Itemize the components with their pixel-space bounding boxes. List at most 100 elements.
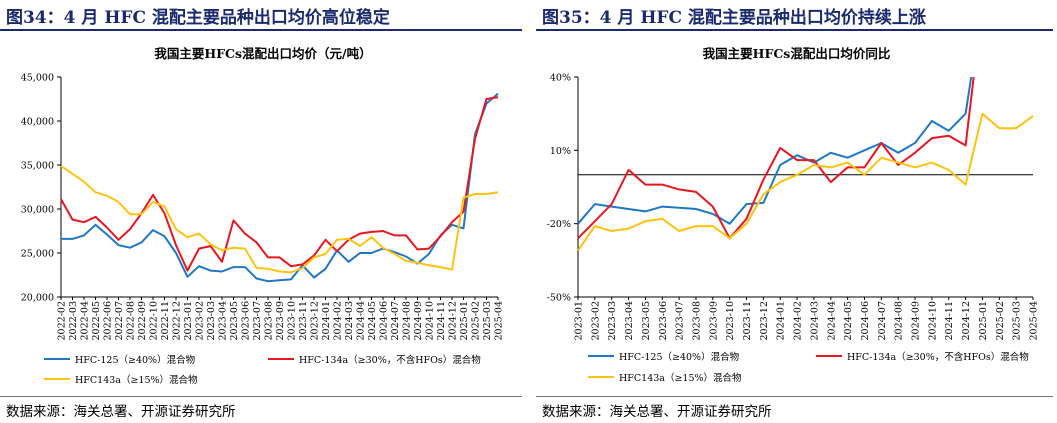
x-tick-label: 2024-03 xyxy=(344,301,355,340)
x-tick-label: 2022-04 xyxy=(80,301,91,340)
legend-left-hfc134a-label: HFC-134a（≥30%，不含HFOs）混合物 xyxy=(299,355,481,366)
x-tick-label: 2023-11 xyxy=(742,301,753,340)
x-tick-label: 2024-04 xyxy=(826,301,837,340)
y-tick-label: -20% xyxy=(547,219,571,230)
x-tick-label: 2024-10 xyxy=(927,301,938,340)
x-tick-label: 2024-08 xyxy=(894,301,905,340)
y-tick-label: 45,000 xyxy=(21,73,54,84)
figure-35-panel: 图35：4 月 HFC 混配主要品种出口均价持续上涨 我国主要HFCs混配出口均… xyxy=(536,0,1057,423)
figure-34-source-rule xyxy=(0,396,522,397)
y-tick-label: 30,000 xyxy=(21,205,54,216)
y-tick-label: 10% xyxy=(550,146,571,157)
x-tick-label: 2023-10 xyxy=(287,301,298,340)
legend-left-hfc143a-swatch xyxy=(44,378,70,380)
x-tick-label: 2023-05 xyxy=(229,301,240,340)
figure-34-panel: 图34：4 月 HFC 混配主要品种出口均价高位稳定 我国主要HFCs混配出口均… xyxy=(0,0,526,423)
series-line-2 xyxy=(60,165,499,274)
legend-left-hfc125-label: HFC-125（≥40%）混合物 xyxy=(75,355,196,366)
x-tick-label: 2025-03 xyxy=(1012,301,1023,340)
x-tick-label: 2023-09 xyxy=(275,301,286,340)
legend-right-hfc143a-swatch xyxy=(588,376,614,378)
legend-right-hfc125-swatch xyxy=(588,355,614,357)
y-tick-label: 40,000 xyxy=(21,117,54,128)
x-tick-label: 2023-03 xyxy=(206,301,217,340)
chart-left-price: 20,000 25,000 30,000 35,000 40,000 45,000 2022… xyxy=(21,73,505,341)
x-tick-label: 2024-05 xyxy=(843,301,854,340)
x-tick-label: 2022-06 xyxy=(103,301,114,340)
x-tick-label: 2024-08 xyxy=(402,301,413,340)
x-tick-label: 2022-05 xyxy=(91,301,102,340)
x-tick-label: 2025-01 xyxy=(459,301,470,340)
x-tick-label: 2023-07 xyxy=(675,301,686,340)
x-tick-label: 2023-04 xyxy=(624,301,635,340)
legend-right-hfc125-label: HFC-125（≥40%）混合物 xyxy=(619,352,740,363)
figure-35-source-rule xyxy=(536,396,1053,397)
x-tick-label: 2024-04 xyxy=(356,301,367,340)
x-tick-label: 2022-11 xyxy=(160,301,171,340)
legend-right-hfc134a: HFC-134a（≥30%，不含HFOs）混合物 xyxy=(816,349,1029,363)
x-tick-label: 2024-07 xyxy=(877,301,888,340)
x-tick-label: 2023-08 xyxy=(691,301,702,340)
legend-left-hfc143a: HFC143a（≥15%）混合物 xyxy=(44,372,198,386)
y-tick-label: 25,000 xyxy=(21,249,54,260)
legend-right-hfc134a-label: HFC-134a（≥30%，不含HFOs）混合物 xyxy=(847,352,1029,363)
x-tick-label: 2023-02 xyxy=(590,301,601,340)
x-tick-label: 2025-01 xyxy=(978,301,989,340)
x-tick-label: 2025-04 xyxy=(1029,301,1040,340)
x-tick-label: 2023-02 xyxy=(195,301,206,340)
x-tick-label: 2023-10 xyxy=(725,301,736,340)
chart-right-yoy: -50% -20% 10% 40% 2023-01 2023-02 2023-03 2023-… xyxy=(547,73,1040,341)
figure-35-title-rule xyxy=(536,29,1053,31)
x-tick-label: 2023-06 xyxy=(241,301,252,340)
x-tick-label: 2023-06 xyxy=(658,301,669,340)
x-tick-label: 2025-04 xyxy=(494,301,505,340)
x-tick-label: 2024-02 xyxy=(333,301,344,340)
x-tick-label: 2024-11 xyxy=(944,301,955,340)
series-line-0 xyxy=(61,92,499,283)
figure-35-title: 图35：4 月 HFC 混配主要品种出口均价持续上涨 xyxy=(542,8,926,28)
y-tick-label: 40% xyxy=(550,73,571,84)
x-tick-label: 2024-06 xyxy=(379,301,390,340)
chart-left-title: 我国主要HFCs混配出口均价（元/吨） xyxy=(154,46,372,61)
series-line-1 xyxy=(577,77,975,240)
x-tick-label: 2022-12 xyxy=(172,301,183,340)
figure-34-title-rule xyxy=(0,29,522,31)
legend-right-hfc125: HFC-125（≥40%）混合物 xyxy=(588,349,739,363)
y-tick-label: -50% xyxy=(547,293,571,304)
series-line-0 xyxy=(577,77,973,225)
chart-right-title: 我国主要HFCs混配出口均价同比 xyxy=(702,46,891,61)
figure-34-source: 数据来源：海关总署、开源证券研究所 xyxy=(6,404,236,420)
legend-right-hfc134a-swatch xyxy=(816,355,842,357)
y-tick-label: 35,000 xyxy=(21,161,54,172)
x-tick-label: 2024-07 xyxy=(390,301,401,340)
x-tick-label: 2024-06 xyxy=(860,301,871,340)
x-tick-label: 2024-12 xyxy=(961,301,972,340)
x-tick-label: 2023-09 xyxy=(708,301,719,340)
x-tick-label: 2022-10 xyxy=(149,301,160,340)
legend-left-hfc143a-label: HFC143a（≥15%）混合物 xyxy=(75,375,198,386)
y-tick-label: 20,000 xyxy=(21,293,54,304)
x-tick-label: 2024-09 xyxy=(413,301,424,340)
x-tick-label: 2023-12 xyxy=(310,301,321,340)
legend-left-hfc125-swatch xyxy=(44,358,70,360)
x-tick-label: 2023-12 xyxy=(759,301,770,340)
legend-right-hfc143a: HFC143a（≥15%）混合物 xyxy=(588,370,742,384)
x-tick-label: 2024-02 xyxy=(793,301,804,340)
x-tick-label: 2023-11 xyxy=(298,301,309,340)
x-tick-label: 2024-03 xyxy=(809,301,820,340)
series-group xyxy=(577,77,1034,252)
x-tick-label: 2024-01 xyxy=(776,301,787,340)
x-tick-label: 2022-09 xyxy=(137,301,148,340)
x-tick-label: 2025-02 xyxy=(995,301,1006,340)
series-group xyxy=(60,92,499,283)
x-tick-label: 2022-08 xyxy=(126,301,137,340)
figure-35-source: 数据来源：海关总署、开源证券研究所 xyxy=(542,404,772,420)
legend-left-hfc134a: HFC-134a（≥30%，不含HFOs）混合物 xyxy=(268,352,481,366)
x-tick-label: 2024-11 xyxy=(436,301,447,340)
x-tick-label: 2022-03 xyxy=(68,301,79,340)
x-tick-label: 2024-01 xyxy=(321,301,332,340)
x-tick-label: 2024-05 xyxy=(367,301,378,340)
legend-right-hfc143a-label: HFC143a（≥15%）混合物 xyxy=(619,373,742,384)
x-tick-label: 2023-07 xyxy=(252,301,263,340)
series-line-1 xyxy=(60,96,499,272)
